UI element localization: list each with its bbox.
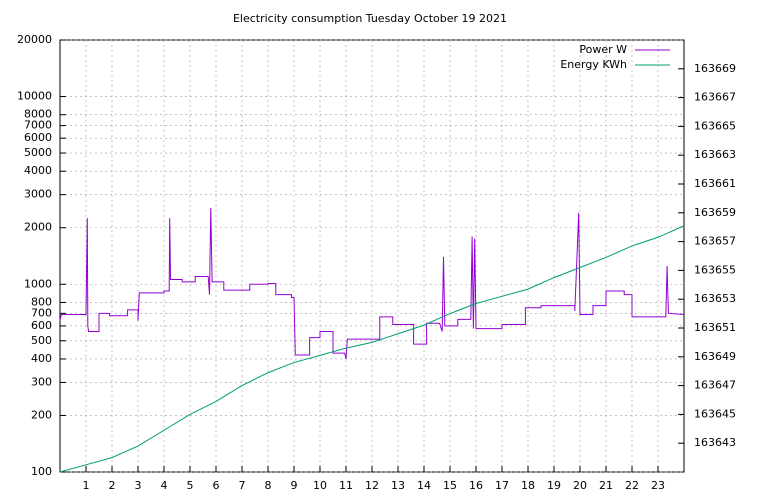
x-tick-label: 2: [109, 479, 116, 492]
x-tick-label: 19: [547, 479, 561, 492]
y-tick-label: 200: [31, 408, 52, 421]
x-tick-label: 5: [187, 479, 194, 492]
y2-tick-label: 163667: [694, 91, 736, 104]
x-tick-label: 3: [135, 479, 142, 492]
y-tick-label: 5000: [24, 146, 52, 159]
y-tick-label: 400: [31, 352, 52, 365]
y2-tick-label: 163665: [694, 119, 736, 132]
x-tick-label: 13: [391, 479, 405, 492]
y2-tick-label: 163657: [694, 235, 736, 248]
x-tick-label: 1: [83, 479, 90, 492]
x-tick-label: 23: [651, 479, 665, 492]
y-tick-label: 300: [31, 375, 52, 388]
x-tick-label: 11: [339, 479, 353, 492]
y-tick-label: 1000: [24, 277, 52, 290]
x-tick-label: 6: [213, 479, 220, 492]
y-tick-label: 600: [31, 319, 52, 332]
y-tick-label: 20000: [17, 33, 52, 46]
y-tick-label: 6000: [24, 131, 52, 144]
series-line: [59, 225, 685, 473]
y-tick-label: 4000: [24, 164, 52, 177]
y-tick-label: 7000: [24, 119, 52, 132]
y2-tick-label: 163663: [694, 148, 736, 161]
x-tick-label: 16: [469, 479, 483, 492]
y-tick-label: 2000: [24, 221, 52, 234]
y2-tick-label: 163669: [694, 62, 736, 75]
chart-title: Electricity consumption Tuesday October …: [233, 12, 507, 25]
x-tick-label: 15: [443, 479, 457, 492]
x-tick-label: 9: [291, 479, 298, 492]
x-tick-label: 21: [599, 479, 613, 492]
x-tick-label: 12: [365, 479, 379, 492]
y2-tick-label: 163649: [694, 350, 736, 363]
y-tick-label: 500: [31, 334, 52, 347]
y2-tick-label: 163655: [694, 263, 736, 276]
series-line: [59, 207, 685, 360]
legend-label: Power W: [579, 43, 627, 56]
x-tick-label: 10: [313, 479, 327, 492]
y-tick-label: 10000: [17, 90, 52, 103]
y-tick-label: 8000: [24, 108, 52, 121]
y2-tick-label: 163643: [694, 436, 736, 449]
x-tick-label: 4: [161, 479, 168, 492]
y2-tick-label: 163651: [694, 321, 736, 334]
x-tick-label: 7: [239, 479, 246, 492]
y-tick-label: 100: [31, 465, 52, 478]
y2-tick-label: 163661: [694, 177, 736, 190]
y-tick-label: 700: [31, 306, 52, 319]
y2-tick-label: 163645: [694, 407, 736, 420]
y2-tick-label: 163653: [694, 292, 736, 305]
legend-label: Energy KWh: [560, 58, 627, 71]
y-tick-label: 800: [31, 295, 52, 308]
x-tick-label: 18: [521, 479, 535, 492]
x-tick-label: 8: [265, 479, 272, 492]
y2-tick-label: 163647: [694, 379, 736, 392]
x-tick-label: 20: [573, 479, 587, 492]
y-tick-label: 3000: [24, 188, 52, 201]
x-tick-label: 14: [417, 479, 431, 492]
x-tick-label: 22: [625, 479, 639, 492]
y2-tick-label: 163659: [694, 206, 736, 219]
x-tick-label: 17: [495, 479, 509, 492]
